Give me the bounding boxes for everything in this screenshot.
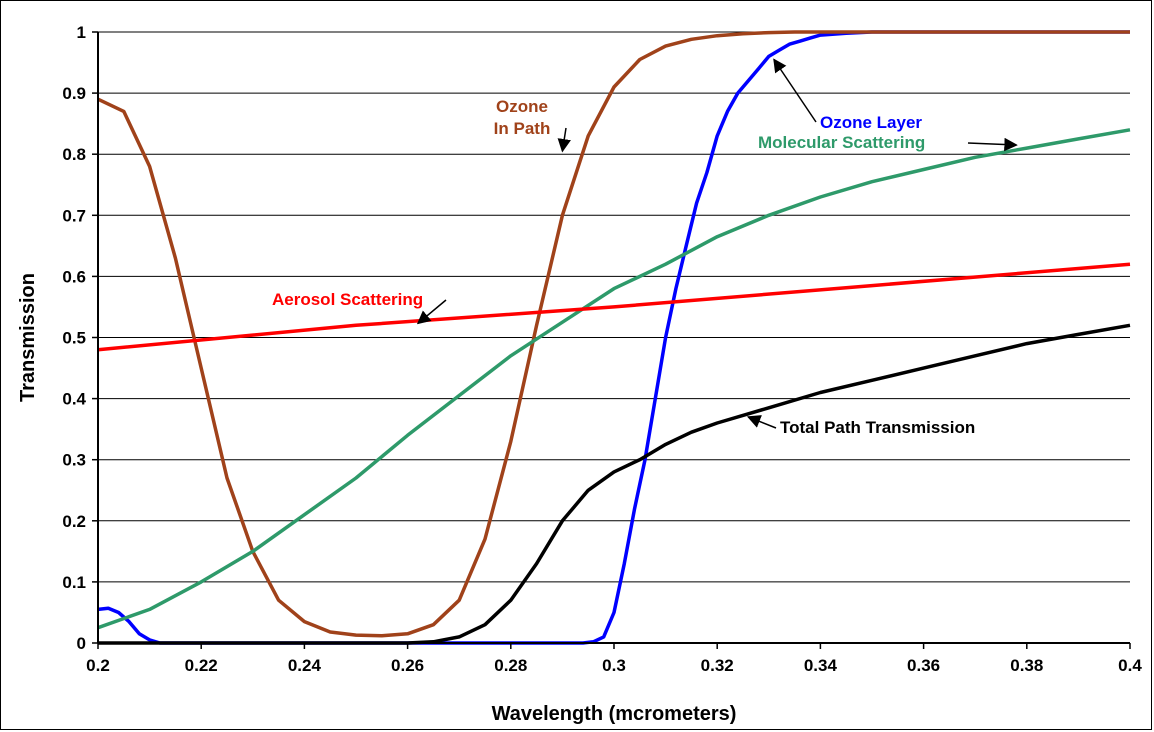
x-tick-label-1: 0.22: [185, 656, 218, 675]
annotation-arrow-molecular-scattering: [967, 137, 1018, 152]
series-line-molecular-scattering: [97, 128, 1131, 630]
annotation-ozone-in-path-line-0: Ozone: [496, 97, 548, 116]
annotation-molecular-scattering: Molecular Scattering: [758, 133, 925, 152]
annotation-aerosol-scattering: Aerosol Scattering: [272, 290, 423, 309]
y-tick-label-9: 0.9: [62, 84, 86, 103]
y-tick-label-1: 0.1: [62, 573, 86, 592]
axes: [92, 31, 1131, 649]
annotation-ozone-in-path: Ozone In Path: [494, 97, 551, 138]
annotation-ozone-layer-line-0: Ozone Layer: [820, 113, 922, 132]
annotation-arrow-ozone-layer: [773, 58, 817, 123]
series-lines: [97, 30, 1131, 645]
y-tick-label-3: 0.3: [62, 451, 86, 470]
annotation-molecular-scattering-line-0: Molecular Scattering: [758, 133, 925, 152]
x-tick-label-3: 0.26: [391, 656, 424, 675]
annotation-arrow-total-path-transmission: [746, 415, 777, 429]
y-tick-label-8: 0.8: [62, 145, 86, 164]
x-tick-label-4: 0.28: [494, 656, 527, 675]
annotation-ozone-layer: Ozone Layer: [820, 113, 922, 132]
y-tick-label-2: 0.2: [62, 512, 86, 531]
series-line-ozone-in-path: [97, 30, 1130, 638]
x-tick-label-0: 0.2: [86, 656, 110, 675]
y-tick-labels: 0 0.1 0.2 0.3 0.4 0.5 0.6 0.7 0.8 0.9 1: [62, 23, 86, 653]
y-tick-label-5: 0.5: [62, 329, 86, 348]
x-tick-labels: 0.2 0.22 0.24 0.26 0.28 0.3 0.32 0.34 0.36 0.38 0.…: [86, 656, 1142, 675]
series-line-total-path-transmission: [98, 323, 1131, 645]
annotations: Ozone Layer Ozone In Path Molecular Scatter…: [272, 58, 1018, 437]
annotation-total-path-transmission: Total Path Transmission: [780, 418, 975, 437]
x-tick-label-7: 0.34: [804, 656, 838, 675]
annotation-arrow-ozone-in-path: [557, 127, 571, 153]
y-tick-label-7: 0.7: [62, 206, 86, 225]
annotation-total-path-transmission-line-0: Total Path Transmission: [780, 418, 975, 437]
y-tick-label-10: 1: [77, 23, 86, 42]
x-tick-label-6: 0.32: [701, 656, 734, 675]
x-tick-label-5: 0.3: [602, 656, 626, 675]
annotation-ozone-in-path-line-1: In Path: [494, 119, 551, 138]
x-tick-label-10: 0.4: [1118, 656, 1142, 675]
x-axis-title: Wavelength (mcrometers): [492, 703, 737, 725]
x-tick-label-8: 0.36: [907, 656, 940, 675]
series-line-aerosol-scattering: [97, 262, 1131, 352]
y-axis-title: Transmission: [17, 273, 39, 402]
x-tick-label-9: 0.38: [1010, 656, 1043, 675]
y-tick-label-0: 0: [77, 634, 86, 653]
x-tick-label-2: 0.24: [288, 656, 322, 675]
y-tick-label-6: 0.6: [62, 267, 86, 286]
annotation-aerosol-scattering-line-0: Aerosol Scattering: [272, 290, 423, 309]
annotation-arrow-aerosol-scattering: [416, 299, 447, 325]
y-tick-label-4: 0.4: [62, 390, 86, 409]
